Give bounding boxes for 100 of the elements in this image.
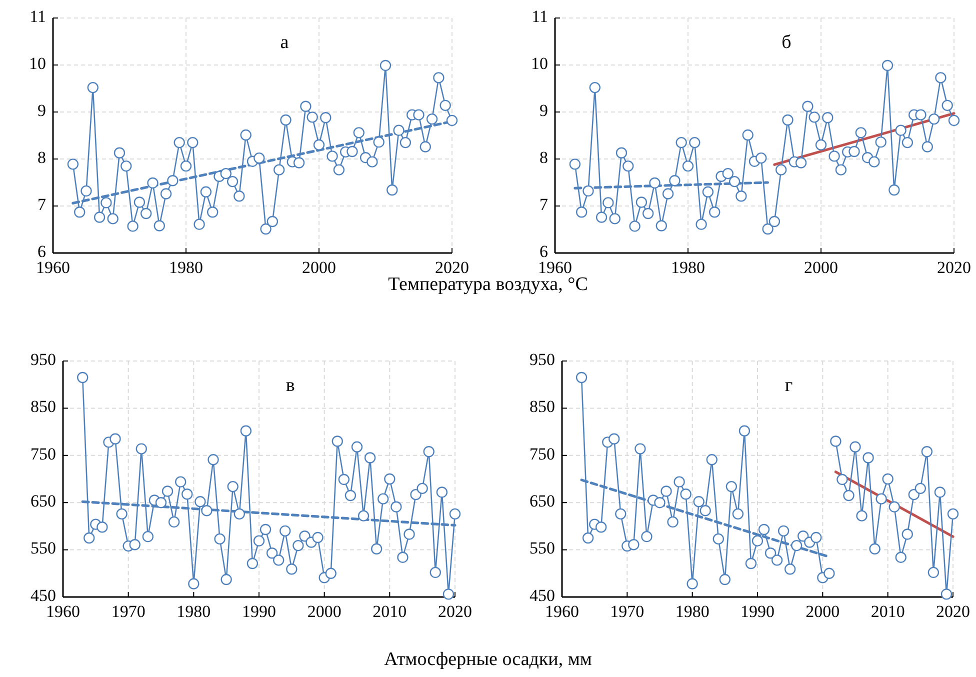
point xyxy=(895,552,906,563)
point xyxy=(155,497,167,508)
point xyxy=(609,213,620,224)
point xyxy=(114,147,126,158)
point xyxy=(576,206,588,218)
point xyxy=(423,446,434,458)
point xyxy=(94,212,106,223)
point xyxy=(208,454,219,466)
point xyxy=(830,436,842,447)
point xyxy=(815,139,827,150)
y-tick-label: 650 xyxy=(30,492,56,511)
point xyxy=(947,508,959,520)
x-tick-label: 2000 xyxy=(804,258,838,277)
point xyxy=(693,496,704,508)
point xyxy=(752,535,764,546)
point xyxy=(948,114,960,126)
point xyxy=(364,452,376,464)
point xyxy=(696,218,707,230)
point xyxy=(702,186,714,198)
point xyxy=(843,490,854,502)
point xyxy=(676,136,687,148)
x-tick-label: 1980 xyxy=(675,602,710,621)
point xyxy=(214,533,226,545)
y-tick-label: 550 xyxy=(530,538,555,558)
x-tick-label: 2020 xyxy=(438,602,472,621)
point xyxy=(338,474,350,486)
y-tick-label: 11 xyxy=(532,6,548,26)
point xyxy=(410,488,422,500)
point xyxy=(706,454,718,466)
y-tick-label: 8 xyxy=(38,148,46,167)
point xyxy=(404,528,415,540)
point xyxy=(915,109,926,120)
point xyxy=(246,558,258,570)
point xyxy=(824,568,835,579)
point xyxy=(384,473,396,485)
point xyxy=(96,522,108,533)
y-tick-label: 850 xyxy=(530,397,555,416)
point xyxy=(107,213,118,224)
point xyxy=(154,220,165,232)
y-tick-label: 450 xyxy=(30,586,56,605)
point xyxy=(855,127,866,138)
point xyxy=(649,177,660,189)
point xyxy=(175,476,186,488)
x-tick-label: 2020 xyxy=(435,258,469,277)
x-tick-label: 1990 xyxy=(242,602,276,621)
point xyxy=(351,441,363,453)
point xyxy=(386,184,398,196)
point xyxy=(84,532,95,544)
point xyxy=(709,206,720,218)
point xyxy=(882,60,894,72)
point xyxy=(928,566,940,578)
point xyxy=(732,508,744,520)
point xyxy=(921,446,933,458)
point xyxy=(719,574,731,586)
point xyxy=(188,578,200,590)
x-tick-label: 2000 xyxy=(806,602,840,621)
point xyxy=(629,220,640,232)
y-tick-label: 7 xyxy=(38,194,46,214)
point xyxy=(856,510,868,522)
point xyxy=(582,532,594,544)
y-tick-label: 950 xyxy=(30,350,56,369)
x-tick-label: 1960 xyxy=(46,602,80,621)
point xyxy=(147,177,158,189)
point xyxy=(142,530,154,542)
point xyxy=(300,100,312,112)
point xyxy=(728,176,740,188)
point xyxy=(420,141,431,152)
point xyxy=(174,136,185,148)
y-tick-label: 550 xyxy=(30,538,56,558)
point xyxy=(798,530,809,542)
point xyxy=(795,157,807,168)
point xyxy=(207,206,218,218)
x-axis-title: Температура воздуха, °C xyxy=(388,274,588,295)
point xyxy=(254,152,265,164)
y-tick-label: 850 xyxy=(30,397,56,416)
point xyxy=(129,539,140,550)
point xyxy=(596,212,608,223)
point xyxy=(615,508,626,520)
point xyxy=(344,490,356,502)
point xyxy=(888,184,900,196)
point xyxy=(791,540,802,552)
point xyxy=(306,112,318,123)
point xyxy=(634,443,646,454)
point xyxy=(762,223,774,235)
point xyxy=(686,578,698,590)
point xyxy=(895,124,906,136)
point xyxy=(902,528,913,540)
point xyxy=(346,146,358,158)
point xyxy=(784,564,796,575)
point xyxy=(194,496,206,508)
point xyxy=(922,141,933,152)
point xyxy=(134,196,146,208)
point xyxy=(313,139,325,150)
point xyxy=(868,156,880,168)
point xyxy=(848,146,860,158)
x-tick-label: 1970 xyxy=(111,602,146,621)
point xyxy=(162,486,174,497)
point xyxy=(712,533,724,545)
point xyxy=(353,127,364,138)
point xyxy=(928,113,940,125)
